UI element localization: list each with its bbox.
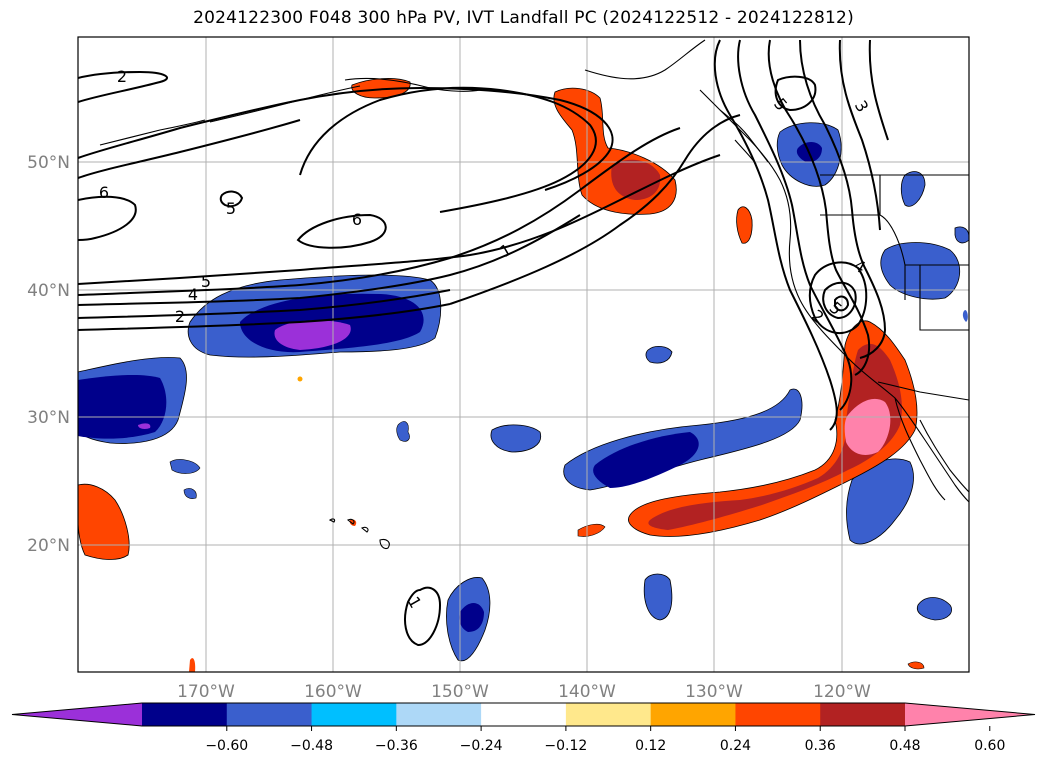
pv-contours	[78, 39, 889, 647]
colorbar-segment	[735, 703, 821, 726]
figure-title: 2024122300 F048 300 hPa PV, IVT Landfall…	[193, 8, 854, 28]
contour-label: 5	[226, 199, 236, 218]
colorbar-outline	[11, 702, 1036, 727]
graticule	[78, 37, 969, 672]
colorbar-tick-label: 0.36	[805, 738, 836, 754]
contour-label: 4	[188, 285, 198, 304]
contour-label: 2	[175, 307, 185, 326]
lon-label-150w: 150°W	[431, 682, 489, 702]
negative-anomaly-regions	[78, 122, 969, 662]
contour-label: 6	[352, 210, 362, 229]
latitude-labels: 50°N 40°N 30°N 20°N	[27, 153, 70, 556]
lon-label-140w: 140°W	[558, 682, 616, 702]
colorbar-extend-low	[12, 703, 142, 726]
lon-label-160w: 160°W	[304, 682, 362, 702]
lat-label-40n: 40°N	[27, 281, 70, 301]
colorbar-tick-label: 0.12	[635, 738, 666, 754]
contour-label: 5	[201, 272, 211, 291]
lat-label-50n: 50°N	[27, 153, 70, 173]
coastlines	[99, 39, 969, 550]
lon-label-170w: 170°W	[177, 682, 235, 702]
longitude-labels: 170°W 160°W 150°W 140°W 130°W 120°W	[177, 682, 871, 702]
colorbar-segment	[226, 703, 313, 726]
colorbar-segment	[142, 703, 228, 726]
lon-label-130w: 130°W	[685, 682, 743, 702]
lat-label-20n: 20°N	[27, 536, 70, 556]
colorbar-tick-label: −0.24	[460, 738, 503, 754]
map-frame	[77, 36, 970, 673]
colorbar-tick-label: −0.12	[544, 738, 587, 754]
contour-label: 2	[117, 67, 127, 86]
colorbar-extend-high	[905, 703, 1035, 726]
colorbar-tick-label: −0.36	[375, 738, 418, 754]
colorbar-segment	[396, 703, 482, 726]
lat-label-30n: 30°N	[27, 408, 70, 428]
colorbar-segment	[481, 703, 567, 726]
colorbar-segment	[565, 703, 652, 726]
lon-label-120w: 120°W	[813, 682, 871, 702]
colorbar-segment	[820, 703, 906, 726]
colorbar-tick-label: −0.60	[205, 738, 248, 754]
colorbar-tick-label: −0.48	[290, 738, 333, 754]
colorbar-segment	[650, 703, 736, 726]
colorbar-segment	[311, 703, 397, 726]
colorbar-tick-label: 0.48	[889, 738, 920, 754]
contour-label: 6	[99, 183, 109, 202]
colorbar-tick-label: 0.24	[720, 738, 751, 754]
colorbar: −0.60 −0.48 −0.36 −0.24 −0.12 0.12 0.24 0.36 0.4…	[11, 702, 1036, 754]
colorbar-tick-label: 0.60	[974, 738, 1005, 754]
